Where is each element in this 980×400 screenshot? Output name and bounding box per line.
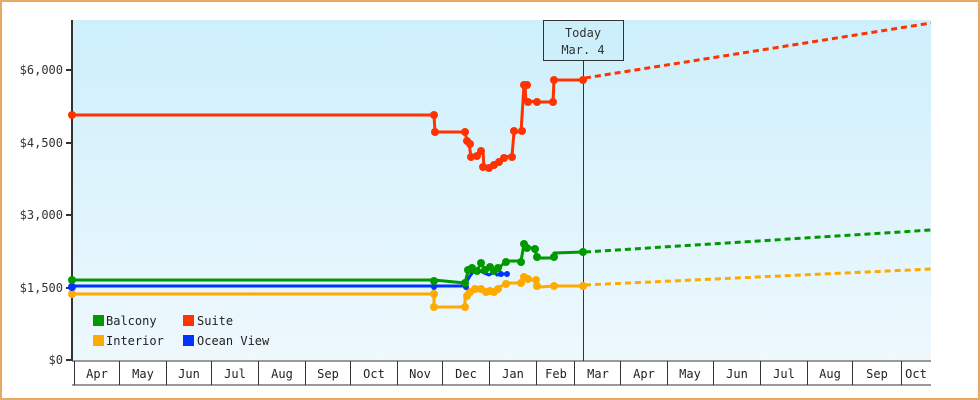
balcony-forecast-line <box>584 228 932 254</box>
legend: Balcony Suite Interior Ocean View <box>93 314 270 348</box>
today-date: Mar. 4 <box>561 43 604 57</box>
svg-text:Balcony: Balcony <box>106 314 157 328</box>
legend-item-interior[interactable]: Interior <box>93 334 164 348</box>
x-axis <box>72 360 931 386</box>
x-tick-label: Jan <box>502 367 524 381</box>
y-axis: $6,000 $4,500 $3,000 $1,500 $0 <box>20 20 73 367</box>
x-tick-label: Jun <box>178 367 200 381</box>
svg-text:Interior: Interior <box>106 334 164 348</box>
legend-item-suite[interactable]: Suite <box>183 314 233 328</box>
suite-forecast-line <box>584 21 932 80</box>
x-tick-label: Sep <box>866 367 888 381</box>
x-tick-label: Jul <box>224 367 246 381</box>
forecast-lines <box>584 21 932 287</box>
x-tick-label: Mar <box>587 367 609 381</box>
legend-item-ocean-view[interactable]: Ocean View <box>183 334 270 348</box>
x-tick-label: Apr <box>86 367 108 381</box>
y-tick-label: $6,000 <box>20 63 63 77</box>
ocean-view-swatch-icon <box>183 335 194 346</box>
interior-forecast-line <box>584 267 932 287</box>
y-tick-label: $3,000 <box>20 208 63 222</box>
balcony-swatch-icon <box>93 315 104 326</box>
x-tick-label: Feb <box>545 367 567 381</box>
today-label: Today <box>565 26 601 40</box>
legend-item-balcony[interactable]: Balcony <box>93 314 157 328</box>
x-tick-label: Aug <box>819 367 841 381</box>
x-tick-label: Oct <box>363 367 385 381</box>
svg-text:Suite: Suite <box>197 314 233 328</box>
x-tick-label: Jun <box>726 367 748 381</box>
x-tick-label: May <box>132 367 154 381</box>
series-balcony <box>68 240 587 287</box>
plot-area <box>72 20 931 360</box>
x-tick-label: Aug <box>271 367 293 381</box>
x-tick-label: Sep <box>317 367 339 381</box>
x-tick-label: Apr <box>633 367 655 381</box>
x-tick-label: May <box>679 367 701 381</box>
suite-swatch-icon <box>183 315 194 326</box>
x-tick-label: Dec <box>455 367 477 381</box>
y-tick-label: $0 <box>49 353 63 367</box>
series-interior <box>68 273 587 311</box>
today-marker: Today Mar. 4 <box>543 20 624 61</box>
series-suite <box>68 76 587 172</box>
y-tick-label: $4,500 <box>20 136 63 150</box>
x-tick-label: Jul <box>773 367 795 381</box>
y-tick-label: $1,500 <box>20 281 63 295</box>
x-tick-label: Oct <box>905 367 927 381</box>
svg-text:Ocean View: Ocean View <box>197 334 270 348</box>
interior-swatch-icon <box>93 335 104 346</box>
x-tick-label: Nov <box>409 367 431 381</box>
